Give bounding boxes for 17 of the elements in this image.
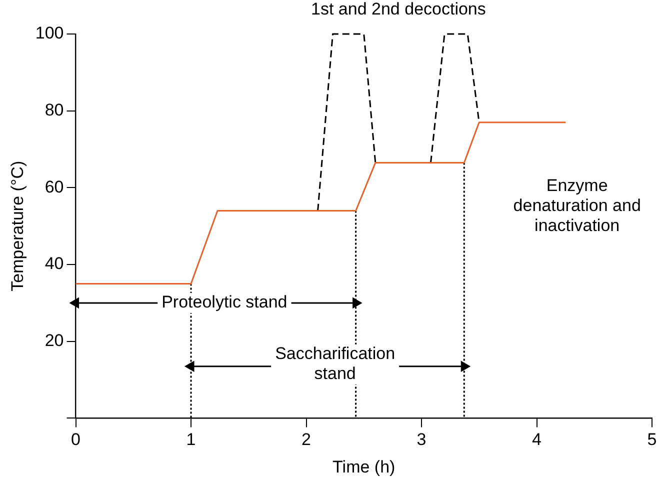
y-tick-label: 60: [44, 177, 64, 196]
x-tick-label: 2: [302, 430, 311, 450]
x-tick-label: 4: [532, 430, 542, 450]
annotation: Enzyme denaturation and inactivation: [513, 176, 641, 235]
x-tick-label: 5: [647, 430, 657, 450]
x-tick-label: 3: [416, 430, 426, 450]
annotation: Saccharification stand: [275, 344, 396, 384]
y-tick-label: 40: [44, 254, 64, 274]
text: 1st and 2nd decoctions: [311, 0, 486, 19]
x-axis-title: Time (h): [332, 457, 396, 476]
y-tick-label: 100: [35, 24, 64, 43]
x-tick-label: 0: [71, 430, 80, 450]
annotation: Proteolytic stand: [162, 292, 288, 312]
x-tick-label: 1: [186, 430, 196, 450]
y-tick-label: 20: [44, 331, 64, 350]
y-tick-label: 80: [44, 100, 64, 120]
y-axis-title: Temperature (°C): [8, 160, 27, 292]
